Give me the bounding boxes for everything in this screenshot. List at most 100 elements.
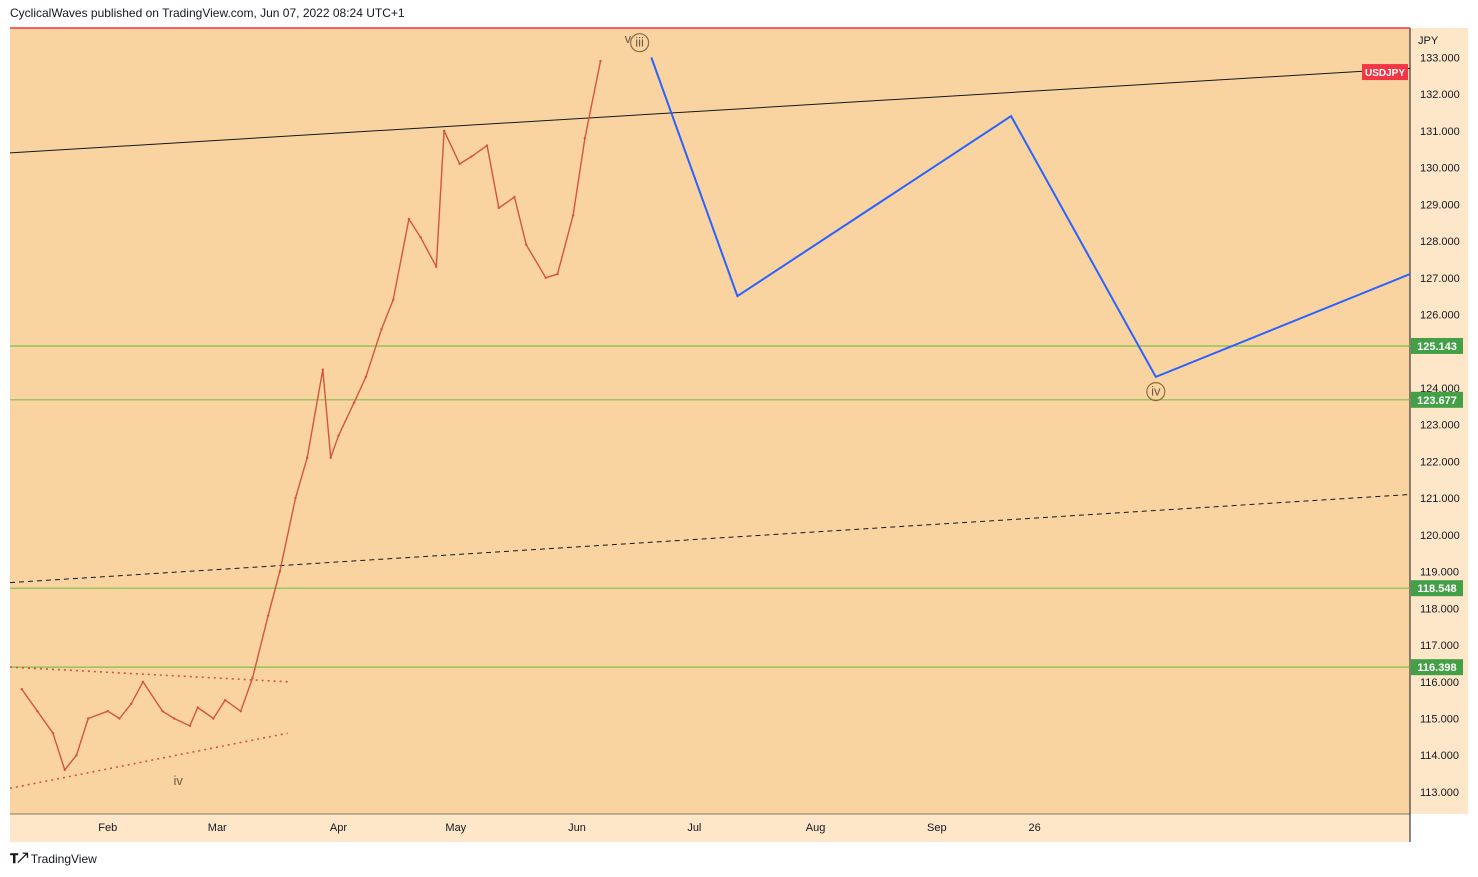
price-point [141,680,145,683]
level-tag-2: 123.677 [1417,395,1457,407]
price-point [294,496,297,500]
price-point [36,709,39,713]
trendline-2 [9,666,288,683]
level-tag-bg-1 [1411,337,1463,354]
price-point [458,162,461,166]
price-point [75,754,78,757]
price-point [63,768,66,772]
plot-area[interactable] [10,28,1410,814]
trendlines [9,67,1411,790]
symbol-tag-bg [1362,64,1408,81]
price-point [337,434,340,437]
price-point [599,59,602,63]
y-tick-label-5: 128.000 [1420,236,1460,248]
trendline-0 [9,67,1411,154]
time-axis-ticks: Feb Mar Apr May Jun Jul Aug Sep 26 [98,822,1040,834]
wave-label-1: iii [635,35,644,50]
price-point [583,136,587,140]
x-tick-label-7: Sep [927,822,947,834]
price-point [392,298,395,301]
price-point [321,368,325,371]
tradingview-footer[interactable]: 𝐓↗ TradingView [10,851,97,867]
x-tick-label-2: Apr [330,822,347,834]
level-tag-1: 125.143 [1417,341,1457,353]
y-tick-label-9: 123.000 [1420,420,1460,432]
projection-path [650,57,1411,379]
wave-labels: v iii iv iv [173,31,1166,788]
price-point [380,327,383,331]
price-point [352,401,356,404]
price-point [130,702,133,706]
publish-text: CyclicalWaves published on TradingView.c… [10,6,405,20]
y-tick-label-6: 127.000 [1420,273,1460,285]
wave-label-2: iv [1151,384,1161,399]
price-point [278,570,282,573]
wave-label-0: v [625,31,632,46]
price-point [212,717,215,720]
price-point [87,717,90,720]
price-point [223,698,227,702]
price-point [470,155,473,158]
x-tick-label-5: Jul [687,822,701,834]
y-tick-label-0: 133.000 [1420,52,1460,64]
y-tick-label-1: 132.000 [1420,89,1460,101]
tradingview-logo-icon: 𝐓↗ [10,851,28,866]
y-tick-label-13: 119.000 [1420,567,1459,579]
price-axis-ticks: 133.000 132.000 131.000 130.000 129.000 128.0… [1420,52,1460,799]
x-tick-label-8: 26 [1028,822,1040,834]
price-point [571,214,575,217]
level-tag-bg-4 [1411,659,1463,676]
price-point [556,272,559,276]
level-tag-bg-2 [1411,391,1463,408]
price-point [266,614,270,617]
x-tick-label-1: Mar [208,822,227,834]
price-point [173,717,176,720]
price-point [419,236,422,239]
price-point [407,217,411,221]
x-tick-label-3: May [445,822,466,834]
price-point [161,709,164,713]
price-point [118,717,121,720]
footer-brand: TradingView [30,852,97,866]
x-tick-label-0: Feb [98,822,117,834]
publish-header: CyclicalWaves published on TradingView.c… [10,6,405,20]
currency-label: JPY [1418,35,1439,47]
price-axis-panel[interactable] [1410,28,1468,814]
time-axis-panel[interactable] [10,814,1410,842]
price-point [485,144,489,147]
price-point [306,456,309,459]
y-tick-label-4: 129.000 [1420,199,1460,211]
horizontal-levels [10,27,1410,668]
y-tick-label-18: 114.000 [1420,750,1459,762]
price-point [544,276,547,279]
wave-label-circle-2 [1146,382,1166,402]
price-point [364,375,368,379]
y-tick-label-16: 116.000 [1420,677,1459,689]
price-point [239,709,242,713]
price-point [196,706,199,709]
wave-label-circle-1 [630,33,650,53]
price-point [106,709,109,713]
wave-label-3: iv [173,773,183,788]
x-tick-label-6: Aug [806,822,826,834]
x-tick-label-4: Jun [568,822,586,834]
price-point [435,265,438,268]
y-tick-label-2: 131.000 [1420,126,1460,138]
price-line [21,60,602,771]
level-tag-4: 116.398 [1417,662,1456,674]
symbol-tag: USDJPY [1365,68,1405,79]
price-tags: 125.143 123.677 118.548 116.398 USDJPY [1362,64,1463,676]
y-tick-label-10: 122.000 [1420,456,1460,468]
level-tag-3: 118.548 [1417,583,1456,595]
price-point [442,129,446,133]
y-tick-label-7: 126.000 [1420,309,1460,321]
price-point [525,243,528,246]
y-tick-label-11: 121.000 [1420,493,1460,505]
y-tick-label-19: 113.000 [1420,787,1459,799]
price-point [329,456,332,459]
price-series [20,59,602,772]
y-tick-label-14: 118.000 [1420,603,1459,615]
y-tick-label-3: 130.000 [1420,163,1460,175]
trendline-3 [9,732,288,790]
